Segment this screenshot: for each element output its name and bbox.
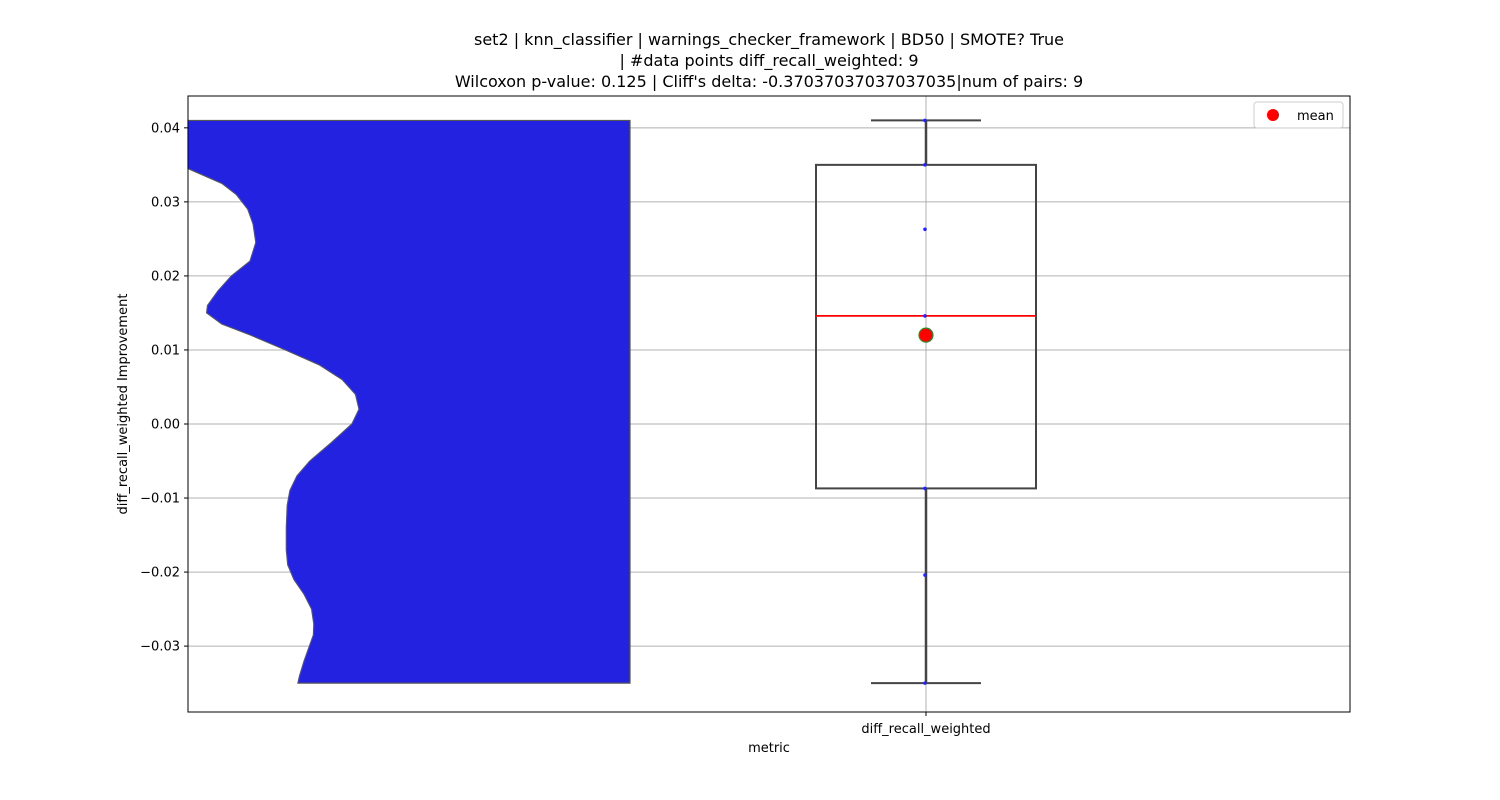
chart-legend: mean [1253, 101, 1344, 129]
plot-area-frame [187, 95, 1351, 713]
y-tick-label: −0.02 [140, 566, 180, 581]
mean-marker [918, 327, 934, 343]
data-point [923, 314, 927, 318]
data-point [923, 486, 927, 491]
y-tick-label: 0.01 [151, 343, 180, 358]
chart-title-line-1: set2 | knn_classifier | warnings_checker… [473, 30, 1064, 49]
y-tick-label: −0.03 [140, 640, 180, 655]
violin-body [187, 119, 631, 684]
data-point [923, 573, 927, 577]
legend-mean-marker [1267, 109, 1279, 121]
chart-title-line-3: Wilcoxon p-value: 0.125 | Cliff's delta:… [454, 72, 1084, 91]
x-axis-label: metric [748, 741, 790, 756]
y-tick-label: 0.02 [151, 269, 180, 284]
y-axis-label: diff_recall_weighted Improvement [116, 294, 131, 515]
y-tick-label: 0.04 [151, 121, 180, 136]
violin-layer [187, 119, 631, 684]
x-axis-ticks: diff_recall_weighted [861, 712, 991, 737]
y-tick-label: 0.00 [151, 417, 180, 432]
data-point [923, 163, 927, 167]
legend-mean-label: mean [1297, 109, 1334, 124]
data-points-layer [918, 118, 934, 685]
y-tick-label: −0.01 [140, 492, 180, 507]
legend-box [1253, 101, 1344, 129]
y-tick-label: 0.03 [151, 195, 180, 210]
data-point [923, 227, 927, 232]
x-tick-label: diff_recall_weighted [861, 722, 990, 737]
y-axis-ticks: −0.03 −0.02 −0.01 0.00 0.01 0.02 0.03 0.04 [140, 121, 188, 655]
data-point [923, 118, 927, 123]
data-point [923, 681, 927, 685]
chart-title-line-2: | #data points diff_recall_weighted: 9 [619, 51, 919, 70]
